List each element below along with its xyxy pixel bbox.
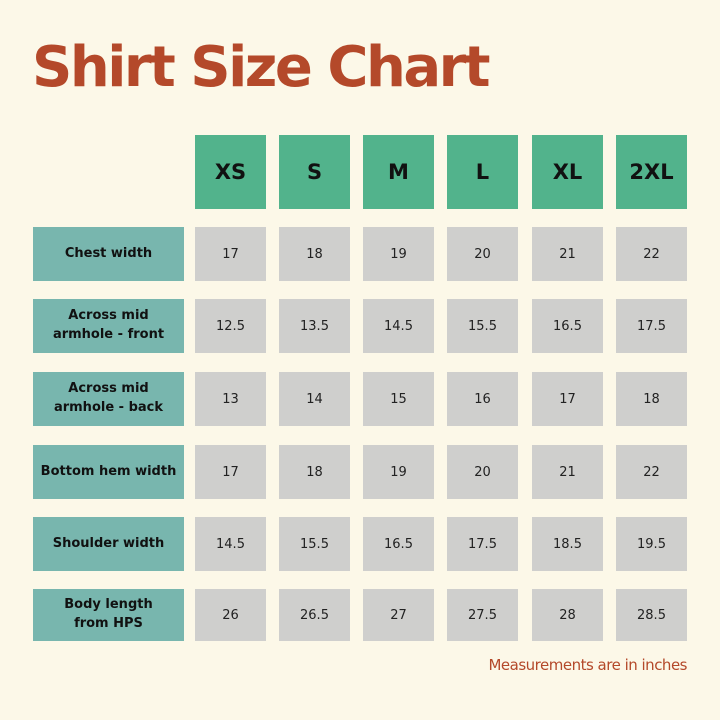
size-header-l: L [447, 135, 518, 209]
table-cell: 16.5 [532, 299, 603, 353]
table-cell: 18 [279, 227, 350, 281]
units-note: Measurements are in inches [488, 656, 687, 674]
table-cell: 28 [532, 589, 603, 641]
table-cell: 15.5 [279, 517, 350, 571]
row-label-body-length: Body length from HPS [33, 589, 184, 641]
table-cell: 21 [532, 445, 603, 499]
size-header-s: S [279, 135, 350, 209]
table-cell: 14.5 [195, 517, 266, 571]
table-cell: 18 [616, 372, 687, 426]
table-cell: 15 [363, 372, 434, 426]
table-cell: 17 [195, 445, 266, 499]
table-cell: 27 [363, 589, 434, 641]
table-cell: 15.5 [447, 299, 518, 353]
row-label-shoulder-width: Shoulder width [33, 517, 184, 571]
page-title: Shirt Size Chart [32, 35, 491, 100]
table-cell: 17 [532, 372, 603, 426]
size-header-xl: XL [532, 135, 603, 209]
row-label-bottom-hem-width: Bottom hem width [33, 445, 184, 499]
table-cell: 26.5 [279, 589, 350, 641]
table-cell: 20 [447, 445, 518, 499]
size-header-m: M [363, 135, 434, 209]
table-cell: 28.5 [616, 589, 687, 641]
table-cell: 18 [279, 445, 350, 499]
size-header-2xl: 2XL [616, 135, 687, 209]
table-cell: 22 [616, 227, 687, 281]
table-cell: 14.5 [363, 299, 434, 353]
table-cell: 19.5 [616, 517, 687, 571]
table-cell: 17.5 [616, 299, 687, 353]
table-cell: 21 [532, 227, 603, 281]
table-cell: 19 [363, 227, 434, 281]
table-cell: 22 [616, 445, 687, 499]
table-cell: 17.5 [447, 517, 518, 571]
size-header-xs: XS [195, 135, 266, 209]
table-cell: 18.5 [532, 517, 603, 571]
table-cell: 13 [195, 372, 266, 426]
table-cell: 16.5 [363, 517, 434, 571]
table-cell: 17 [195, 227, 266, 281]
table-cell: 27.5 [447, 589, 518, 641]
table-cell: 19 [363, 445, 434, 499]
row-label-armhole-back: Across mid armhole - back [33, 372, 184, 426]
table-cell: 13.5 [279, 299, 350, 353]
row-label-armhole-front: Across mid armhole - front [33, 299, 184, 353]
row-label-chest-width: Chest width [33, 227, 184, 281]
table-cell: 16 [447, 372, 518, 426]
table-cell: 20 [447, 227, 518, 281]
table-cell: 26 [195, 589, 266, 641]
table-cell: 12.5 [195, 299, 266, 353]
table-cell: 14 [279, 372, 350, 426]
